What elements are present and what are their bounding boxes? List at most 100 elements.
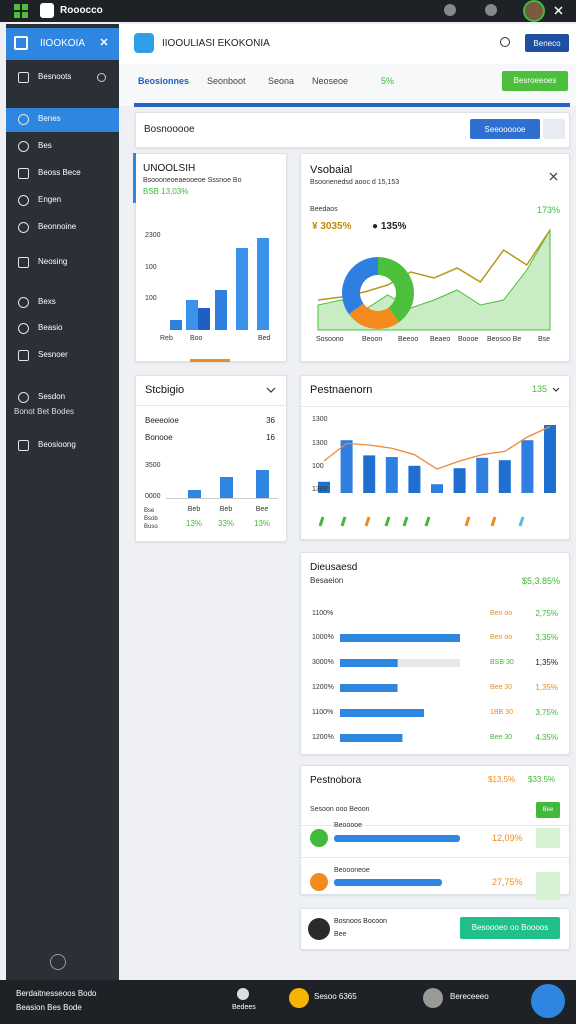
card-title: UNOOLSIH (143, 163, 196, 174)
progress-card (300, 765, 570, 895)
card-subtitle: Bsoooneoeaeooeoe Sssnoe Bo (143, 177, 242, 184)
x-label: Bed (258, 335, 271, 342)
bar (498, 460, 511, 493)
fab[interactable] (531, 984, 565, 1018)
icon (518, 516, 525, 527)
row-label: 3000% (312, 659, 334, 666)
donut-segment (342, 257, 378, 315)
icon (18, 323, 29, 334)
row-label: 1100% (312, 709, 334, 716)
bar (476, 457, 489, 493)
label: Beb (219, 506, 233, 513)
row-label: 1100% (312, 610, 334, 617)
label: Bse (144, 508, 155, 514)
value-label: 13% (253, 519, 271, 528)
divider (136, 405, 286, 406)
row-label: 1200% (312, 734, 334, 741)
sidebar-item: Benes (38, 114, 61, 123)
card-title: Pestnobora (310, 775, 362, 786)
sidebar (6, 24, 119, 980)
bar (188, 490, 201, 498)
x-label: Boooe (458, 336, 479, 343)
bar (385, 457, 398, 493)
tabs (119, 64, 576, 106)
icon (364, 516, 371, 527)
bar (408, 465, 421, 493)
value-label: 4,35% (535, 733, 558, 742)
close-icon (549, 172, 558, 181)
button-label: Besoooeo oo Boooos (471, 923, 549, 932)
value-label: 2,75% (535, 609, 558, 618)
button[interactable] (536, 802, 560, 818)
icon (18, 72, 29, 83)
card-subtitle: Sesoon ooo Beoon (310, 806, 370, 813)
track (340, 659, 460, 667)
row-label: Bonooe (145, 433, 173, 442)
chevron (266, 387, 276, 393)
bar (521, 440, 534, 493)
logo (14, 12, 20, 18)
icon (237, 988, 249, 1000)
sidebar-item: Beoss Bece (38, 168, 81, 177)
card-title: Vsobaial (310, 164, 353, 176)
icon (424, 516, 431, 527)
button[interactable] (460, 917, 560, 939)
x-label: Boo (190, 335, 203, 342)
dropdown[interactable] (543, 119, 565, 139)
button[interactable] (502, 71, 568, 91)
icon (384, 516, 391, 527)
sidebar-item: Beasio (38, 323, 63, 332)
x-label: Beeoo (398, 336, 419, 343)
card-stat: 173% (536, 205, 560, 215)
axis (166, 498, 278, 499)
logo (14, 4, 20, 10)
axis-label: 3500 (145, 462, 161, 469)
axis-label: 1300 (312, 440, 328, 447)
card-title: Stcbigio (145, 384, 185, 396)
sidebar-item: Engen (38, 195, 62, 204)
icon (490, 516, 497, 527)
bar (363, 455, 376, 493)
donut-segment (378, 257, 414, 323)
tag: Bee 30 (490, 734, 513, 741)
card-subtitle: Besaeion (310, 576, 344, 585)
filter-label: Bosnooooe (144, 124, 195, 135)
axis-label: 100 (145, 295, 157, 302)
icon (18, 168, 29, 179)
bar (318, 481, 330, 493)
bar (340, 634, 460, 642)
top-bar (0, 0, 576, 22)
distribution-card (300, 552, 570, 755)
bottom-item: Bedees (232, 1004, 256, 1011)
card-title: Dieusaesd (310, 562, 358, 573)
value-label: 3,35% (535, 633, 558, 642)
icon (18, 440, 29, 451)
tab-indicator (134, 103, 570, 107)
button[interactable] (470, 119, 540, 139)
card-label: Beedaos (310, 206, 338, 213)
button[interactable] (525, 34, 569, 52)
avatar (523, 0, 545, 22)
axis-label: 1300 (312, 416, 328, 423)
search-icon[interactable] (500, 37, 510, 47)
header-icon (134, 33, 154, 53)
x-label: Beosoo Be (487, 336, 522, 343)
icon (423, 988, 443, 1008)
icon (289, 988, 309, 1008)
legend: ● 135% (372, 221, 407, 232)
icon (18, 222, 29, 233)
icon (464, 516, 471, 527)
axis-label: 2300 (145, 232, 161, 239)
sidebar-item: Besnoots (38, 72, 72, 81)
bar (453, 468, 466, 493)
icon (318, 516, 325, 527)
sidebar-item: Bes (38, 141, 52, 150)
bar (340, 709, 424, 717)
sidebar-item: Beosioong (38, 440, 76, 449)
x-label: Sosoono (316, 336, 344, 343)
app-icon (40, 3, 54, 18)
logo (22, 12, 28, 18)
sidebar-item: Neosing (38, 257, 68, 266)
bar (236, 248, 248, 330)
footer-text: Berdaitnesseoos Bodo (16, 989, 97, 998)
